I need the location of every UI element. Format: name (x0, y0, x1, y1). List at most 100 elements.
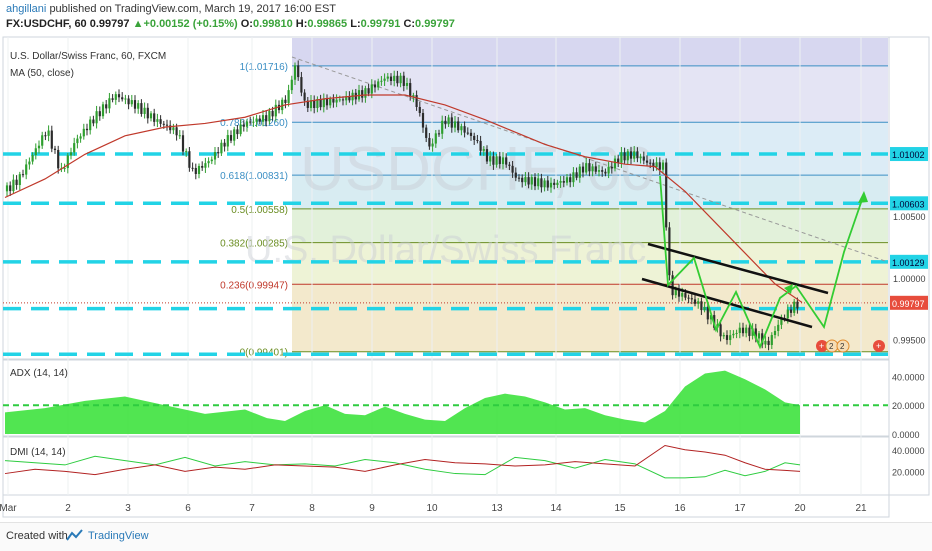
candle-body (386, 76, 389, 79)
candle-body (789, 309, 793, 313)
candle-body (412, 95, 415, 97)
dmi-title: DMI (14, 14) (10, 447, 66, 458)
forecast-path[interactable] (659, 175, 865, 350)
event-marker-icon[interactable]: + 2 2 + (816, 339, 885, 353)
candle-body (143, 107, 146, 114)
candle-body (25, 164, 28, 175)
candle-body (47, 130, 50, 136)
candle-body (252, 121, 255, 123)
candle-body (639, 156, 642, 159)
candle-body (687, 297, 690, 299)
candle-body (130, 100, 133, 105)
time-tick-label: Mar (0, 503, 17, 514)
time-tick-label: 21 (855, 503, 867, 514)
candle-body (66, 155, 69, 169)
time-tick-label: 8 (309, 503, 315, 514)
author-link[interactable]: ahgillani (6, 3, 47, 15)
candle-body (76, 138, 79, 144)
candle-body (796, 301, 799, 309)
candle-body (492, 156, 495, 165)
candle-body (249, 121, 252, 123)
candle-body (162, 123, 165, 125)
candle-body (277, 104, 281, 111)
tradingview-link[interactable]: TradingView (88, 530, 149, 542)
candle-body (153, 113, 156, 122)
candle-body (511, 165, 514, 173)
candle-body (117, 94, 121, 98)
candle-body (626, 151, 629, 161)
candle-body (396, 75, 399, 84)
candle-body (345, 96, 348, 101)
candle-body (15, 179, 18, 186)
candle-body (575, 172, 578, 178)
candle-body (18, 174, 21, 186)
candle-body (261, 115, 265, 122)
candle-body (786, 309, 789, 319)
time-axis[interactable] (2, 494, 890, 518)
candle-body (69, 152, 73, 156)
candle-body (229, 135, 233, 141)
candle-body (466, 132, 469, 134)
candle-body (300, 77, 303, 93)
time-tick-label: 13 (491, 503, 503, 514)
candle-body (719, 324, 722, 337)
candle-body (482, 149, 485, 151)
time-tick-label: 14 (550, 503, 562, 514)
candle-body (146, 107, 149, 119)
candle-body (188, 151, 191, 168)
candle-body (98, 111, 101, 117)
candle-body (677, 288, 681, 297)
candle-body (441, 120, 444, 134)
candle-body (447, 117, 450, 125)
time-tick-label: 6 (185, 503, 191, 514)
fibonacci-retracement[interactable]: 1(1.01716) 0.786(1.01260) 0.618(1.00831) 0.… (3, 38, 888, 359)
candle-body (12, 179, 15, 192)
candle-body (661, 162, 665, 170)
candle-body (473, 135, 476, 141)
fib-level-label: 0.618(1.00831) (220, 171, 288, 182)
candle-body (450, 117, 453, 128)
candle-body (725, 335, 729, 340)
candle-body (31, 155, 34, 162)
footer-bar: Created with TradingView (0, 522, 932, 551)
horizontal-levels[interactable] (3, 152, 888, 357)
channel-lower-line[interactable] (641, 277, 813, 329)
candle-body (521, 177, 524, 183)
watermark-symbol: USDCHF, 60 (300, 135, 655, 204)
candle-body (537, 178, 540, 187)
candle-body (172, 127, 175, 131)
candle-body (540, 178, 543, 188)
adx-tick-label: 40.0000 (892, 372, 925, 382)
candle-body (671, 275, 674, 296)
candle-body (604, 171, 607, 174)
adx-tick-label: 0.0000 (892, 430, 920, 440)
candle-body (271, 110, 274, 117)
candle-body (524, 177, 527, 183)
candle-body (389, 76, 393, 81)
candle-body (543, 180, 546, 188)
candle-body (773, 330, 777, 336)
time-tick-label: 17 (734, 503, 746, 514)
channel-upper-line[interactable] (647, 242, 829, 295)
trend-line-dashed[interactable] (291, 56, 889, 263)
price-label-box (890, 254, 928, 269)
candle-body (121, 97, 124, 100)
fib-zone (292, 208, 888, 243)
candle-body (89, 119, 92, 131)
candle-body (335, 99, 338, 103)
publish-line: ahgillani published on TradingView.com, … (6, 3, 336, 15)
chart-canvas[interactable]: 1(1.01716) 0.786(1.01260) 0.618(1.00831) 0.… (0, 0, 932, 522)
candle-body (620, 152, 623, 163)
candle-body (457, 121, 460, 131)
candle-body (290, 79, 293, 91)
price-label: 0.99797 (892, 299, 925, 309)
candle-body (178, 135, 181, 137)
symbol-label: FX:USDCHF, 60 (6, 18, 87, 30)
fib-level-label: 0.786(1.01260) (220, 118, 288, 129)
fib-level-label: 0.236(0.99947) (220, 280, 288, 291)
up-arrow-icon: ▲ (132, 18, 144, 30)
dmi-tick-label: 40.0000 (892, 446, 925, 456)
candle-body (623, 152, 626, 161)
candle-body (258, 118, 261, 122)
adx-tick-label: 20.0000 (892, 401, 925, 411)
